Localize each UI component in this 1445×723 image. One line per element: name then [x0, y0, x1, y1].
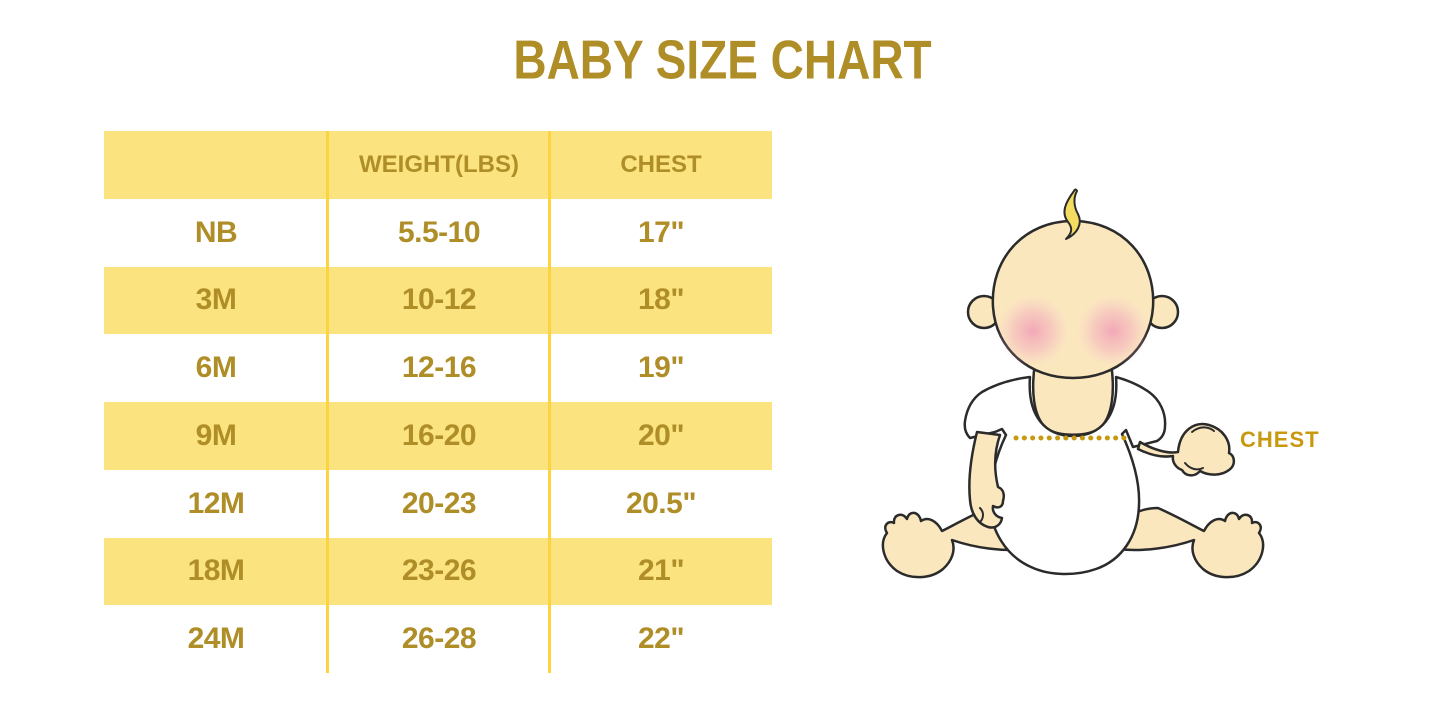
baby-left-cheek — [997, 295, 1069, 367]
fist-thumb-line — [1191, 426, 1215, 433]
table-header-row: WEIGHT(LBS) CHEST — [104, 131, 772, 199]
column-header-chest: CHEST — [620, 150, 702, 178]
chest-cell: 17" — [637, 215, 685, 249]
size-cell: NB — [194, 215, 238, 249]
chest-label: CHEST — [1240, 427, 1320, 452]
weight-cell: 16-20 — [401, 418, 477, 452]
baby-right-arm — [1136, 422, 1236, 477]
table-row: 24M 26-28 22" — [104, 605, 772, 673]
size-cell: 24M — [187, 622, 245, 656]
table-row: 18M 23-26 21" — [104, 537, 772, 606]
column-divider — [548, 131, 551, 673]
baby-left-arm — [968, 430, 1006, 529]
chest-cell: 21" — [637, 554, 685, 588]
table-row: NB 5.5-10 17" — [104, 199, 772, 267]
chest-cell: 22" — [637, 622, 685, 656]
table-row: 9M 16-20 20" — [104, 402, 772, 470]
chest-cell: 19" — [637, 351, 685, 385]
size-cell: 12M — [187, 486, 245, 520]
size-chart-table: WEIGHT(LBS) CHEST NB 5.5-10 17" 3M 10-12… — [104, 131, 772, 673]
baby-illustration: CHEST — [880, 180, 1340, 600]
fist-finger-line — [1184, 462, 1204, 471]
column-header-size — [104, 131, 328, 199]
chest-cell: 20" — [637, 418, 685, 452]
table-row: 12M 20-23 20.5" — [104, 470, 772, 538]
chest-cell: 18" — [637, 283, 685, 317]
baby-hair-tuft — [1063, 188, 1081, 240]
baby-onesie — [963, 375, 1167, 576]
weight-cell: 12-16 — [401, 351, 477, 385]
weight-cell: 5.5-10 — [397, 215, 481, 249]
baby-right-cheek — [1077, 295, 1149, 367]
size-cell: 9M — [195, 418, 237, 452]
chest-cell: 20.5" — [625, 486, 697, 520]
page-title: BABY SIZE CHART — [513, 29, 932, 91]
column-header-weight: WEIGHT(LBS) — [359, 150, 519, 178]
column-divider — [326, 131, 329, 673]
size-cell: 3M — [195, 283, 237, 317]
weight-cell: 10-12 — [401, 283, 477, 317]
table-row: 6M 12-16 19" — [104, 334, 772, 402]
weight-cell: 26-28 — [401, 622, 477, 656]
weight-cell: 23-26 — [401, 554, 477, 588]
table-row: 3M 10-12 18" — [104, 266, 772, 335]
weight-cell: 20-23 — [401, 486, 477, 520]
size-cell: 18M — [187, 554, 245, 588]
left-hand-finger-line — [979, 507, 984, 523]
size-cell: 6M — [195, 351, 237, 385]
